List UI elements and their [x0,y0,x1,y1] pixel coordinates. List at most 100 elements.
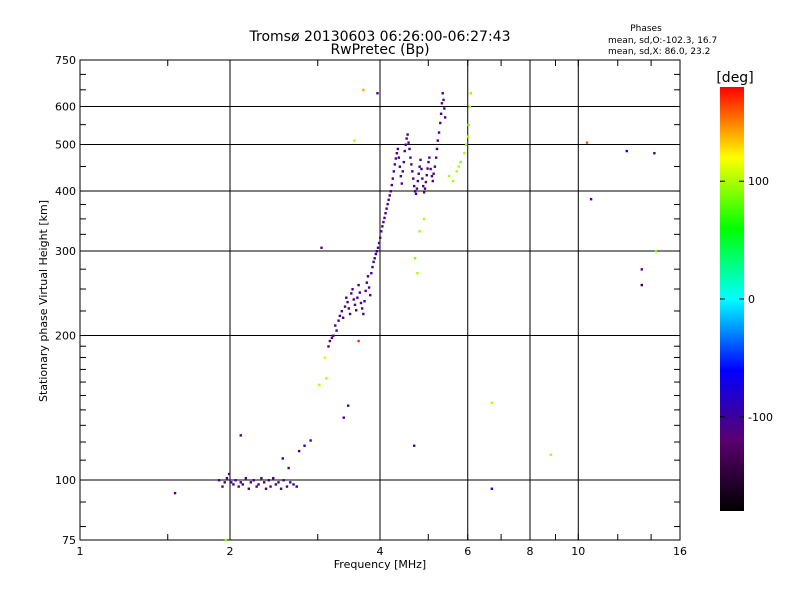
data-point [439,121,442,125]
data-point [390,183,393,187]
data-point [227,472,231,476]
data-point [640,283,644,287]
data-point [375,250,379,253]
phases-line-x: mean, sd,X: 86.0, 23.2 [608,47,710,57]
data-point [357,339,360,343]
data-point [351,288,354,291]
data-point [217,479,221,482]
data-point [173,491,177,495]
data-point [345,296,348,299]
data-point [469,92,473,95]
data-point [403,149,406,153]
data-point [323,356,327,359]
data-point [464,143,468,146]
data-point [654,250,658,253]
data-point [391,177,395,180]
data-point [405,137,408,140]
x-tick-label: 1 [77,545,84,558]
data-point [467,123,470,127]
data-point [376,92,379,95]
data-point [427,160,430,164]
data-point [468,105,471,108]
x-tick-label: 2 [227,545,234,558]
data-point [260,476,263,480]
data-point [352,298,355,301]
data-point [342,416,345,419]
data-point [407,141,410,144]
data-point [443,116,447,119]
data-point [436,139,440,142]
data-point [309,439,312,442]
data-point [337,319,340,322]
data-point [255,485,258,488]
data-point [397,156,401,159]
data-point [416,179,420,183]
data-points [173,88,658,542]
data-point [282,479,285,482]
data-point [334,324,337,327]
data-point [366,275,370,278]
data-point [223,481,226,484]
data-point [393,163,397,166]
x-tick-label: 4 [377,545,384,558]
data-point [350,292,353,295]
data-point [411,170,414,173]
data-point [234,479,237,482]
data-point [418,230,421,233]
data-point [369,293,372,297]
data-point [417,172,420,175]
data-point [410,163,413,166]
data-point [549,453,553,456]
x-tick-label: 16 [673,545,687,558]
data-point [360,307,364,310]
data-point [380,230,383,233]
data-point [419,158,422,162]
data-point [466,135,470,138]
data-point [362,88,365,92]
data-point [412,184,416,188]
data-point [303,444,306,447]
data-point [373,257,376,260]
x-tick-label: 8 [527,545,534,558]
data-point [386,202,389,206]
data-point [292,483,295,486]
data-point [367,286,371,289]
data-point [244,476,248,480]
colorbar-tick-label: 0 [748,293,755,306]
data-point [437,131,441,134]
data-point [490,487,494,490]
y-axis-label: Stationary phase Virtual Height [km] [37,200,50,402]
data-point [431,179,434,183]
data-point [413,190,417,193]
data-point [625,149,628,153]
data-point [279,487,283,490]
x-tick-label: 6 [464,545,471,558]
data-point [425,173,428,177]
data-point [365,281,369,284]
colorbar-tick-label: -100 [748,411,773,424]
data-point [422,217,426,221]
data-point [237,485,240,488]
data-point [422,184,425,188]
data-point [423,187,427,190]
data-point [441,92,444,95]
data-point [490,401,494,404]
y-tick-label: 100 [55,474,76,487]
data-point [420,167,423,171]
data-point [432,172,435,175]
data-point [414,192,418,196]
data-point [402,160,405,164]
data-point [400,182,404,185]
data-point [459,160,462,164]
data-point [426,167,429,170]
data-point [395,152,399,155]
data-point [277,481,280,484]
data-point [381,225,384,228]
phases-title: Phases [630,24,662,34]
data-point [364,289,367,293]
data-point [412,444,416,447]
data-point [295,485,298,488]
data-point [440,102,444,105]
data-point [347,307,351,310]
data-point [412,177,415,180]
